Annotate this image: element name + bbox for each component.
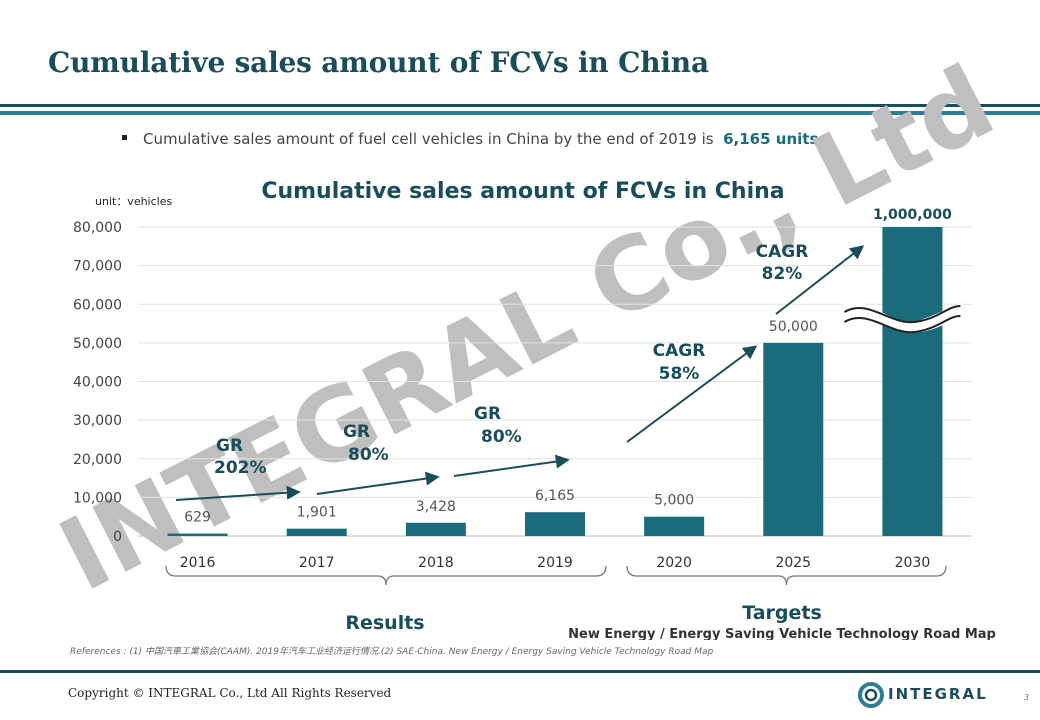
growth-arrow (175, 485, 301, 501)
x-tick-label: 2025 (775, 555, 811, 571)
y-tick-label: 60,000 (73, 297, 122, 313)
axis-break-line (843, 305, 961, 324)
y-tick-label: 0 (113, 529, 122, 545)
x-tick-label: 2020 (656, 555, 692, 571)
growth-value: 202% (214, 458, 267, 478)
x-tick-label: 2019 (537, 555, 573, 571)
growth-value: 80% (348, 445, 389, 465)
growth-arrow (316, 471, 440, 495)
x-tick-label: 2030 (895, 555, 931, 571)
logo-text: INTEGRAL (888, 685, 988, 703)
group-label-results: Results (345, 612, 424, 634)
page-number: 3 (1024, 693, 1030, 702)
footer-rule (0, 670, 1040, 673)
data-label: 50,000 (769, 319, 818, 335)
growth-label: GR (474, 404, 501, 424)
bar-2017 (286, 528, 347, 536)
bar-2020 (644, 516, 705, 536)
x-tick-label: 2016 (180, 555, 216, 571)
bar-2030 (882, 227, 943, 536)
integral-logo-icon (858, 682, 884, 708)
growth-value: 82% (762, 264, 803, 284)
growth-label: CAGR (756, 242, 809, 262)
summary-bullet: Cumulative sales amount of fuel cell veh… (122, 130, 824, 148)
data-label: 629 (184, 510, 211, 526)
y-tick-label: 70,000 (73, 259, 122, 275)
y-tick-label: 80,000 (73, 220, 122, 236)
bullet-marker (122, 135, 127, 140)
header-rule (0, 104, 1040, 107)
group-bracket (626, 565, 947, 586)
y-tick-label: 50,000 (73, 336, 122, 352)
integral-logo: INTEGRAL (858, 681, 986, 709)
x-tick-label: 2017 (299, 555, 335, 571)
bar-2019 (525, 512, 585, 536)
chart-title: Cumulative sales amount of FCVs in China (261, 179, 784, 204)
bar-2016 (167, 533, 228, 536)
data-label: 6,165 (535, 488, 575, 504)
growth-arrow (626, 345, 758, 443)
page-title: Cumulative sales amount of FCVs in China (48, 46, 709, 79)
y-tick-label: 30,000 (73, 413, 122, 429)
bar-2018 (405, 522, 466, 536)
copyright: Copyright © INTEGRAL Co., Ltd All Rights… (68, 686, 392, 700)
growth-value: 58% (659, 364, 700, 384)
growth-arrow (453, 454, 570, 477)
y-tick-label: 10,000 (73, 490, 122, 506)
axis-break-line (843, 315, 961, 334)
group-bracket (165, 565, 607, 586)
bar-2025 (763, 342, 824, 536)
growth-arrow (775, 245, 865, 315)
unit-label: unit：vehicles (95, 195, 172, 208)
group-label-targets: Targets (742, 602, 822, 624)
header-rule-accent (0, 111, 1040, 115)
growth-label: GR (216, 436, 243, 456)
references: References : (1) 中国汽車工業協会(CAAM). 2019年汽车… (70, 647, 714, 657)
y-tick-label: 20,000 (73, 452, 122, 468)
data-label: 1,000,000 (873, 207, 952, 223)
growth-label: CAGR (653, 341, 706, 361)
data-label: 5,000 (654, 493, 694, 509)
bullet-highlight: 6,165 units. (723, 130, 825, 148)
y-tick-label: 40,000 (73, 375, 122, 391)
bullet-text: Cumulative sales amount of fuel cell veh… (143, 130, 714, 148)
growth-value: 80% (481, 427, 522, 447)
data-label: 1,901 (297, 505, 337, 521)
growth-label: GR (343, 422, 370, 442)
group-sublabel-targets: New Energy / Energy Saving Vehicle Techn… (568, 627, 996, 640)
x-tick-label: 2018 (418, 555, 454, 571)
data-label: 3,428 (416, 499, 456, 515)
